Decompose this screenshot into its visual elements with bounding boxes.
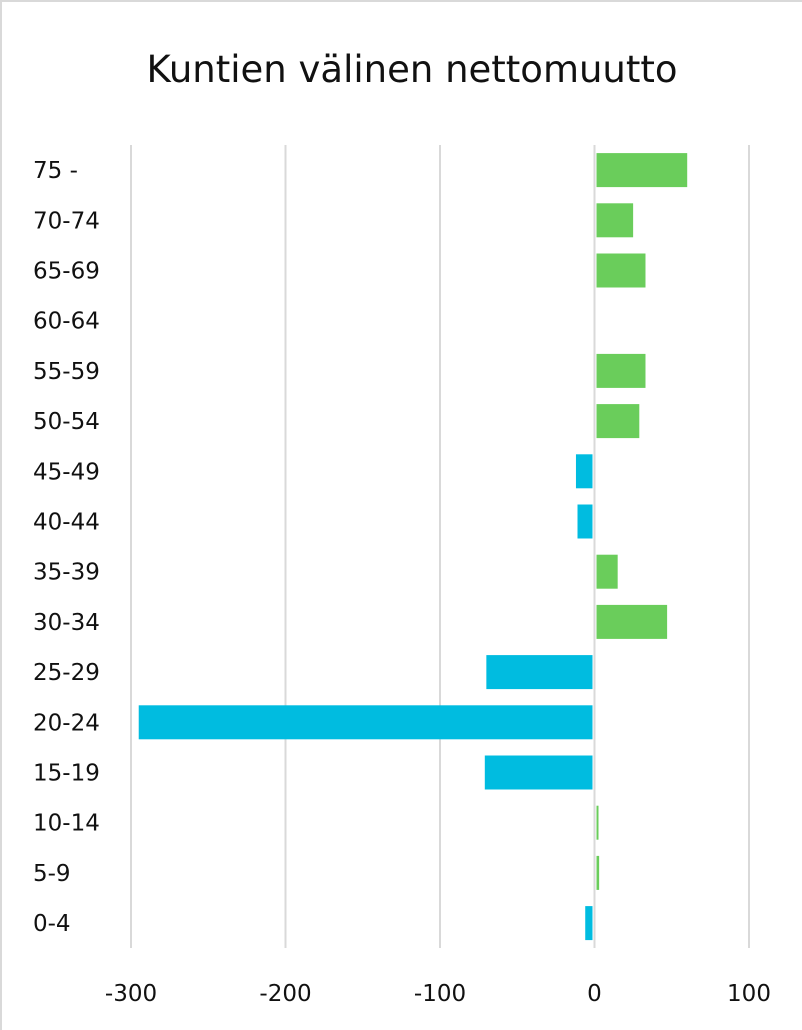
bar-65-69 [596, 253, 646, 288]
chart-title: Kuntien välinen nettomuutto [146, 48, 677, 91]
bar-55-59 [596, 353, 646, 388]
bar-75-plus [596, 153, 688, 188]
bar-15-19 [484, 755, 593, 790]
bar-0-4 [585, 906, 593, 941]
bar-10-14 [596, 805, 599, 840]
x-tick-label: -200 [259, 981, 311, 1007]
x-tick-labels: -300 -200 -100 0 100 [105, 981, 771, 1007]
x-tick-label: 100 [727, 981, 771, 1007]
gridlines [130, 145, 750, 948]
bar-70-74 [596, 203, 634, 238]
category-label: 50-54 [33, 409, 100, 435]
category-label: 40-44 [33, 510, 100, 536]
x-tick-label: -300 [105, 981, 157, 1007]
category-label: 60-64 [33, 309, 100, 335]
category-label: 55-59 [33, 359, 100, 385]
category-label: 10-14 [33, 811, 100, 837]
category-labels: 75 - 70-74 65-69 60-64 55-59 50-54 45-49 40-44 3… [33, 158, 100, 937]
bar-35-39 [596, 554, 618, 589]
category-label: 5-9 [33, 861, 71, 887]
bar-45-49 [575, 454, 593, 489]
category-label: 75 - [33, 158, 78, 184]
bar-40-44 [577, 504, 593, 539]
category-label: 35-39 [33, 560, 100, 586]
category-label: 0-4 [33, 911, 71, 937]
x-tick-label: 0 [587, 981, 602, 1007]
bar-25-29 [486, 655, 593, 690]
bar-30-34 [596, 604, 668, 639]
bar-50-54 [596, 404, 640, 439]
bar-20-24 [138, 705, 593, 740]
category-label: 30-34 [33, 610, 100, 636]
category-label: 15-19 [33, 761, 100, 787]
category-label: 25-29 [33, 660, 100, 686]
category-label: 65-69 [33, 259, 100, 285]
category-label: 20-24 [33, 710, 100, 736]
category-label: 70-74 [33, 208, 100, 234]
x-tick-label: -100 [414, 981, 466, 1007]
category-label: 45-49 [33, 459, 100, 485]
bars [138, 153, 688, 941]
bar-5-9 [596, 855, 600, 890]
